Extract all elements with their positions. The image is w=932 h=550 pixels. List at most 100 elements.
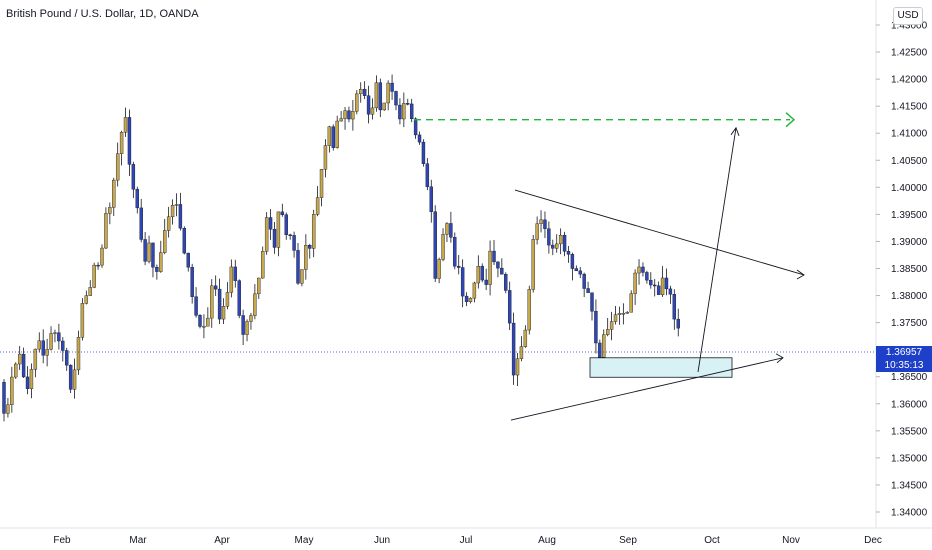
candle xyxy=(190,263,194,304)
candle-body xyxy=(335,120,339,148)
candle xyxy=(413,117,418,139)
candle-body xyxy=(72,369,77,390)
candle-body xyxy=(504,274,508,291)
candle xyxy=(123,107,128,137)
candle xyxy=(151,242,155,278)
candle xyxy=(441,228,445,262)
candle xyxy=(84,290,89,305)
candle xyxy=(472,281,477,303)
candle-body xyxy=(570,254,575,269)
candle-body xyxy=(480,266,484,281)
candle-body xyxy=(245,321,249,335)
candle xyxy=(57,323,61,350)
price-tick-label: 1.39000 xyxy=(891,237,928,248)
candle xyxy=(45,338,49,367)
candle xyxy=(2,379,6,422)
candle xyxy=(112,177,116,216)
candle xyxy=(484,268,488,291)
candle xyxy=(92,262,96,289)
candle-body xyxy=(159,252,163,272)
candle xyxy=(206,307,210,327)
candle xyxy=(41,329,45,364)
candle-body xyxy=(464,295,469,302)
candle xyxy=(25,366,30,395)
candle-body xyxy=(617,313,622,315)
candle-body xyxy=(476,266,481,284)
currency-button[interactable]: USD xyxy=(893,7,923,25)
candle xyxy=(21,347,26,378)
candle xyxy=(645,270,649,284)
candle xyxy=(504,272,508,294)
candle xyxy=(613,305,618,325)
candle-body xyxy=(660,277,665,295)
candle xyxy=(147,235,151,264)
chart-title: British Pound / U.S. Dollar, 1D, OANDA xyxy=(6,8,199,20)
candle xyxy=(198,314,202,329)
candle-body xyxy=(264,217,269,252)
candle xyxy=(225,282,230,310)
candle xyxy=(570,252,575,281)
candle xyxy=(421,139,426,167)
candle xyxy=(335,115,339,149)
candle-body xyxy=(29,369,34,389)
candle xyxy=(476,255,481,289)
candle xyxy=(402,92,406,128)
candle-body xyxy=(519,346,524,359)
candle-body xyxy=(25,376,30,389)
price-tick-label: 1.42000 xyxy=(891,75,928,86)
candle-body xyxy=(441,234,445,260)
time-tick-label: Oct xyxy=(704,535,720,546)
candle-body xyxy=(339,118,343,122)
candle-body xyxy=(300,269,304,284)
candle-body xyxy=(511,322,516,376)
candle xyxy=(558,228,563,255)
candle xyxy=(88,280,92,296)
candle xyxy=(539,210,543,233)
candle-body xyxy=(594,311,598,344)
candle xyxy=(155,264,159,280)
candle-body xyxy=(625,312,629,314)
candle-body xyxy=(468,297,473,302)
candle xyxy=(480,263,484,283)
candle xyxy=(386,80,390,111)
candle xyxy=(268,209,273,240)
candle xyxy=(315,186,320,217)
candle-body xyxy=(664,277,669,290)
candle-body xyxy=(186,252,190,268)
candle-body xyxy=(127,117,132,165)
time-tick-label: Aug xyxy=(538,535,556,546)
candle xyxy=(507,281,512,331)
candle-body xyxy=(33,348,38,370)
price-tick-label: 1.35000 xyxy=(891,453,928,464)
candle-body xyxy=(17,353,22,365)
candle xyxy=(390,74,394,100)
candle-body xyxy=(347,110,351,120)
candle-body xyxy=(190,266,194,297)
candle xyxy=(366,85,371,124)
candle-body xyxy=(578,270,582,275)
candle xyxy=(178,192,183,231)
candle xyxy=(241,309,245,346)
candle-body xyxy=(359,88,363,95)
candle xyxy=(586,281,590,293)
candle-body xyxy=(241,315,245,335)
candle-body xyxy=(170,205,175,218)
price-tick-label: 1.41000 xyxy=(891,129,928,140)
time-tick-label: Apr xyxy=(214,535,230,546)
candle-body xyxy=(453,237,457,267)
candle xyxy=(347,106,351,123)
candle xyxy=(515,353,520,387)
candle xyxy=(272,222,277,254)
candle-body xyxy=(637,266,641,274)
candle xyxy=(649,272,653,289)
candle xyxy=(68,364,73,394)
candle xyxy=(261,246,265,279)
candle xyxy=(292,231,296,258)
candle xyxy=(598,339,602,361)
candle xyxy=(562,231,567,257)
candle-body xyxy=(217,288,222,320)
candle xyxy=(660,266,665,297)
candle xyxy=(308,243,312,259)
candle-body xyxy=(53,332,57,334)
